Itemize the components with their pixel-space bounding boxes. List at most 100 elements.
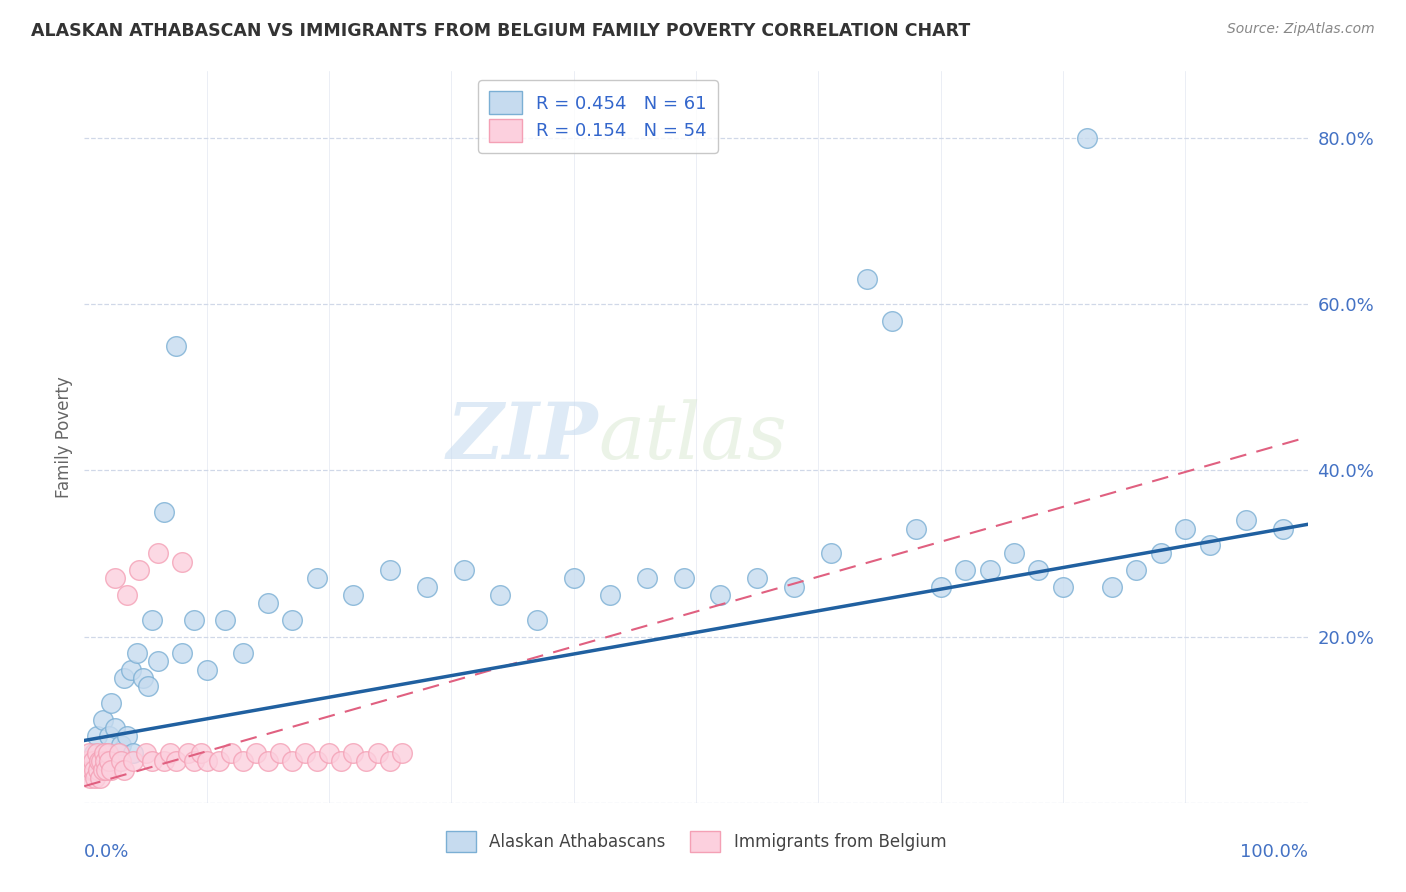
Point: [77, 746, 100, 760]
Point: [87, 754, 110, 768]
Point: [79, 771, 101, 785]
Point: [87, 763, 110, 777]
Point: [165, 754, 187, 768]
Point: [636, 571, 658, 585]
Point: [380, 563, 402, 577]
Text: 100.0%: 100.0%: [1240, 843, 1308, 861]
Point: [96, 763, 118, 777]
Text: 0.0%: 0.0%: [84, 843, 129, 861]
Point: [153, 505, 176, 519]
Point: [77, 763, 100, 777]
Point: [294, 746, 316, 760]
Point: [1236, 513, 1258, 527]
Point: [125, 646, 148, 660]
Point: [94, 754, 117, 768]
Point: [112, 763, 135, 777]
Point: [367, 746, 389, 760]
Point: [562, 571, 585, 585]
Point: [122, 754, 145, 768]
Point: [257, 596, 280, 610]
Point: [214, 613, 236, 627]
Point: [208, 754, 231, 768]
Point: [820, 546, 842, 560]
Point: [269, 746, 291, 760]
Point: [97, 729, 120, 743]
Point: [91, 713, 114, 727]
Point: [880, 314, 903, 328]
Point: [1052, 580, 1074, 594]
Point: [489, 588, 512, 602]
Point: [87, 754, 110, 768]
Point: [122, 746, 145, 760]
Point: [165, 338, 187, 352]
Point: [177, 746, 200, 760]
Point: [747, 571, 769, 585]
Point: [97, 746, 120, 760]
Point: [453, 563, 475, 577]
Point: [112, 671, 135, 685]
Point: [136, 680, 159, 694]
Point: [195, 754, 218, 768]
Point: [190, 746, 212, 760]
Point: [1002, 546, 1025, 560]
Point: [183, 754, 205, 768]
Point: [91, 763, 114, 777]
Text: atlas: atlas: [598, 399, 787, 475]
Point: [856, 272, 879, 286]
Point: [318, 746, 340, 760]
Point: [83, 763, 105, 777]
Point: [86, 746, 108, 760]
Point: [232, 754, 254, 768]
Point: [1174, 521, 1197, 535]
Point: [1028, 563, 1050, 577]
Text: Source: ZipAtlas.com: Source: ZipAtlas.com: [1227, 22, 1375, 37]
Point: [672, 571, 695, 585]
Text: ZIP: ZIP: [447, 399, 598, 475]
Point: [172, 555, 194, 569]
Point: [599, 588, 621, 602]
Point: [80, 763, 103, 777]
Point: [281, 754, 304, 768]
Point: [146, 655, 169, 669]
Point: [195, 663, 218, 677]
Point: [953, 563, 976, 577]
Point: [526, 613, 548, 627]
Point: [342, 746, 364, 760]
Point: [76, 754, 98, 768]
Point: [141, 754, 163, 768]
Point: [1150, 546, 1173, 560]
Point: [104, 571, 127, 585]
Point: [159, 746, 181, 760]
Point: [146, 546, 169, 560]
Point: [330, 754, 353, 768]
Point: [128, 563, 150, 577]
Point: [83, 746, 105, 760]
Point: [905, 521, 928, 535]
Point: [1076, 131, 1098, 145]
Point: [305, 571, 328, 585]
Point: [153, 754, 176, 768]
Point: [82, 754, 104, 768]
Point: [96, 746, 118, 760]
Point: [929, 580, 952, 594]
Point: [281, 613, 304, 627]
Point: [232, 646, 254, 660]
Point: [115, 588, 138, 602]
Point: [97, 754, 120, 768]
Point: [132, 671, 155, 685]
Point: [979, 563, 1001, 577]
Point: [110, 738, 132, 752]
Point: [354, 754, 377, 768]
Point: [100, 696, 122, 710]
Point: [391, 746, 413, 760]
Point: [219, 746, 242, 760]
Point: [257, 754, 280, 768]
Point: [93, 746, 115, 760]
Point: [172, 646, 194, 660]
Y-axis label: Family Poverty: Family Poverty: [55, 376, 73, 498]
Point: [110, 754, 132, 768]
Point: [183, 613, 205, 627]
Point: [305, 754, 328, 768]
Point: [141, 613, 163, 627]
Point: [107, 754, 129, 768]
